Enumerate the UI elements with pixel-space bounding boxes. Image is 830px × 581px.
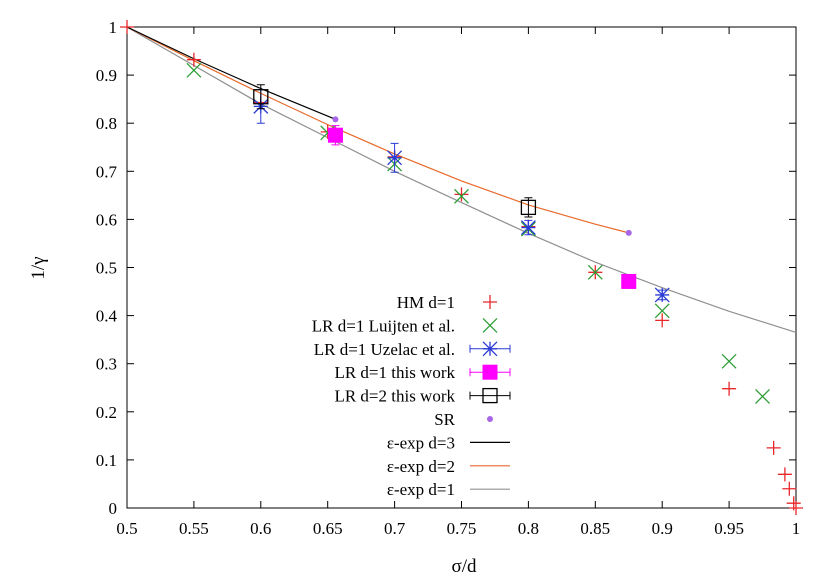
x-tick-label: 0.7 bbox=[384, 519, 406, 538]
error-bar bbox=[256, 84, 265, 110]
data-point-square bbox=[327, 127, 343, 143]
data-point-star bbox=[520, 220, 536, 236]
legend-label: LR d=1 Uzelac et al. bbox=[314, 340, 455, 359]
data-point-star bbox=[482, 341, 498, 357]
legend-entry: HM d=1 bbox=[397, 293, 497, 312]
legend-entry: LR d=1 this work bbox=[334, 363, 511, 382]
y-tick-label: 1 bbox=[109, 18, 118, 37]
legend-entry: LR d=2 this work bbox=[334, 387, 511, 406]
y-tick-label: 0.9 bbox=[96, 66, 117, 85]
x-tick-label: 0.6 bbox=[250, 519, 271, 538]
legend-entry: LR d=1 Luijten et al. bbox=[312, 316, 498, 335]
data-point-cross bbox=[755, 388, 771, 404]
x-tick-label: 0.8 bbox=[518, 519, 539, 538]
legend: HM d=1 LR d=1 Luijten et al. LR d=1 Uzelac… bbox=[312, 293, 511, 499]
data-point-square bbox=[621, 273, 637, 289]
x-tick-label: 0.95 bbox=[714, 519, 744, 538]
legend-label: LR d=1 this work bbox=[334, 363, 455, 382]
x-axis-title: σ/d bbox=[451, 556, 477, 577]
data-point-dot bbox=[332, 116, 339, 123]
data-point-open-square bbox=[520, 199, 537, 216]
legend-label: ε-exp d=1 bbox=[387, 480, 455, 499]
legend-label: LR d=1 Luijten et al. bbox=[312, 316, 455, 335]
x-tick-label: 1 bbox=[792, 519, 801, 538]
legend-entry: LR d=1 Uzelac et al. bbox=[314, 340, 511, 359]
y-tick-label: 0 bbox=[109, 499, 118, 518]
y-tick-label: 0.7 bbox=[96, 162, 118, 181]
data-point-plus bbox=[777, 467, 792, 482]
data-point-cross bbox=[454, 188, 469, 204]
data-point-dot bbox=[487, 416, 493, 422]
legend-entry: ε-exp d=2 bbox=[387, 457, 510, 476]
x-tick-label: 0.65 bbox=[313, 519, 343, 538]
series-line bbox=[126, 26, 797, 334]
y-tick-label: 0.8 bbox=[96, 114, 117, 133]
data-point-plus bbox=[483, 295, 497, 309]
legend-label: HM d=1 bbox=[397, 293, 455, 312]
data-point-open-square bbox=[253, 89, 269, 105]
series-points bbox=[120, 20, 803, 515]
y-tick-label: 0.1 bbox=[96, 451, 117, 470]
series-points bbox=[253, 84, 537, 218]
data-point-cross bbox=[654, 303, 670, 319]
legend-label: LR d=2 this work bbox=[334, 387, 455, 406]
data-point-dot bbox=[625, 229, 632, 236]
data-point-cross bbox=[587, 264, 603, 280]
series-path bbox=[126, 26, 797, 334]
x-tick-label: 0.85 bbox=[580, 519, 610, 538]
series-line bbox=[126, 26, 336, 120]
data-point-plus bbox=[782, 481, 797, 496]
legend-label: SR bbox=[434, 410, 455, 429]
data-point-square bbox=[482, 364, 498, 380]
y-tick-label: 0.2 bbox=[96, 403, 117, 422]
data-point-open-square bbox=[482, 387, 498, 404]
data-point-plus bbox=[766, 440, 781, 455]
data-point-cross bbox=[186, 62, 202, 78]
data-point-cross bbox=[721, 353, 737, 369]
data-point-star bbox=[387, 150, 403, 166]
x-tick-label: 0.55 bbox=[179, 519, 209, 538]
data-point-cross bbox=[482, 317, 498, 333]
data-point-plus bbox=[655, 313, 670, 328]
data-point-plus bbox=[789, 501, 803, 515]
y-tick-label: 0.3 bbox=[96, 355, 117, 374]
series-points bbox=[332, 116, 632, 236]
y-tick-label: 0.4 bbox=[96, 307, 118, 326]
legend-label: ε-exp d=3 bbox=[387, 433, 455, 452]
axis-ticks: 0.5 0.55 0.6 0.65 0.7 0.75 0.8 0.85 0.9 0.95 1 0 0.1… bbox=[96, 18, 801, 538]
data-point-star bbox=[654, 287, 670, 303]
legend-errorbar bbox=[469, 391, 511, 400]
legend-entry: ε-exp d=1 bbox=[387, 480, 510, 499]
y-tick-label: 0.6 bbox=[96, 210, 117, 229]
data-point-plus bbox=[454, 187, 469, 202]
y-tick-label: 0.5 bbox=[96, 259, 117, 278]
legend-entry: ε-exp d=3 bbox=[387, 433, 510, 452]
legend-label: ε-exp d=2 bbox=[387, 457, 455, 476]
data-point-plus bbox=[186, 52, 201, 67]
series-path bbox=[126, 26, 336, 120]
series-layer bbox=[120, 20, 803, 515]
series-points bbox=[327, 125, 637, 289]
x-tick-label: 0.75 bbox=[447, 519, 477, 538]
data-point-plus bbox=[722, 381, 737, 396]
legend-entry: SR bbox=[434, 410, 493, 429]
x-tick-label: 0.5 bbox=[116, 519, 137, 538]
x-tick-label: 0.9 bbox=[652, 519, 673, 538]
data-point-plus bbox=[120, 20, 134, 34]
y-axis-title: 1/γ bbox=[28, 256, 49, 279]
